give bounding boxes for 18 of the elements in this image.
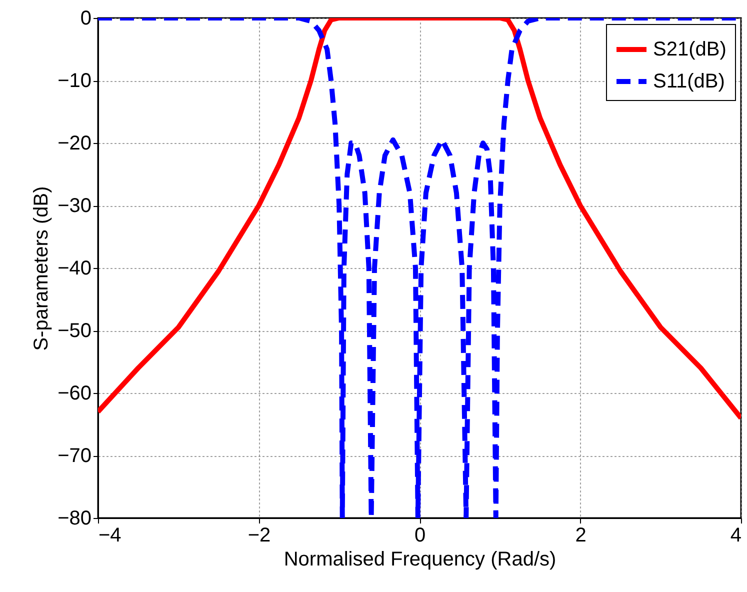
legend-label: S11(dB) (653, 70, 725, 92)
x-tick-label: 0 (414, 524, 426, 546)
x-tick-label: −4 (98, 524, 122, 546)
y-tick-label: −20 (58, 132, 92, 154)
legend-label: S21(dB) (653, 38, 726, 60)
x-tick-label: −2 (248, 524, 271, 546)
y-tick-label: −50 (58, 320, 92, 342)
y-tick-label: −60 (58, 382, 92, 404)
y-tick-label: −80 (58, 508, 92, 530)
x-tick-label: 2 (575, 524, 586, 546)
y-axis-title: S-parameters (dB) (30, 186, 53, 351)
x-tick-label: 4 (730, 524, 742, 546)
y-tick-label: 0 (80, 8, 92, 30)
x-axis-title: Normalised Frequency (Rad/s) (284, 548, 556, 570)
y-tick-label: −40 (58, 258, 92, 280)
y-tick-label: −10 (58, 70, 92, 92)
y-tick-label: −30 (58, 195, 92, 217)
y-tick-label: −70 (58, 445, 92, 467)
